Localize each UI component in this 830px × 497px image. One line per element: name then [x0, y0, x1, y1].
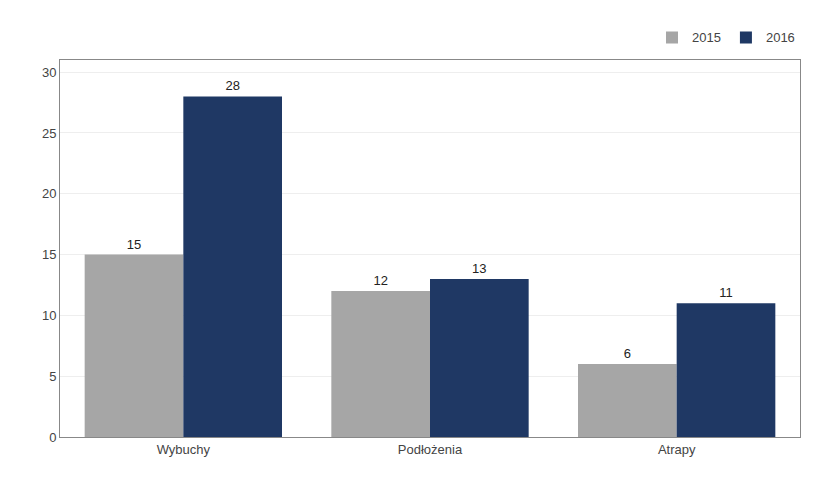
svg-text:Podłożenia: Podłożenia	[398, 442, 463, 457]
svg-text:Atrapy: Atrapy	[658, 442, 696, 457]
svg-text:15: 15	[42, 247, 56, 262]
svg-text:25: 25	[42, 126, 56, 141]
svg-text:5: 5	[49, 369, 56, 384]
svg-text:12: 12	[373, 273, 387, 288]
svg-text:20: 20	[42, 186, 56, 201]
svg-text:Wybuchy: Wybuchy	[157, 442, 211, 457]
svg-text:11: 11	[719, 285, 733, 300]
svg-text:0: 0	[49, 430, 56, 445]
svg-text:10: 10	[42, 308, 56, 323]
svg-text:2015: 2015	[692, 30, 721, 45]
svg-text:15: 15	[127, 237, 141, 252]
svg-text:6: 6	[624, 346, 631, 361]
svg-text:30: 30	[42, 65, 56, 80]
svg-text:13: 13	[472, 261, 486, 276]
svg-text:2016: 2016	[766, 30, 795, 45]
svg-text:28: 28	[225, 78, 239, 93]
